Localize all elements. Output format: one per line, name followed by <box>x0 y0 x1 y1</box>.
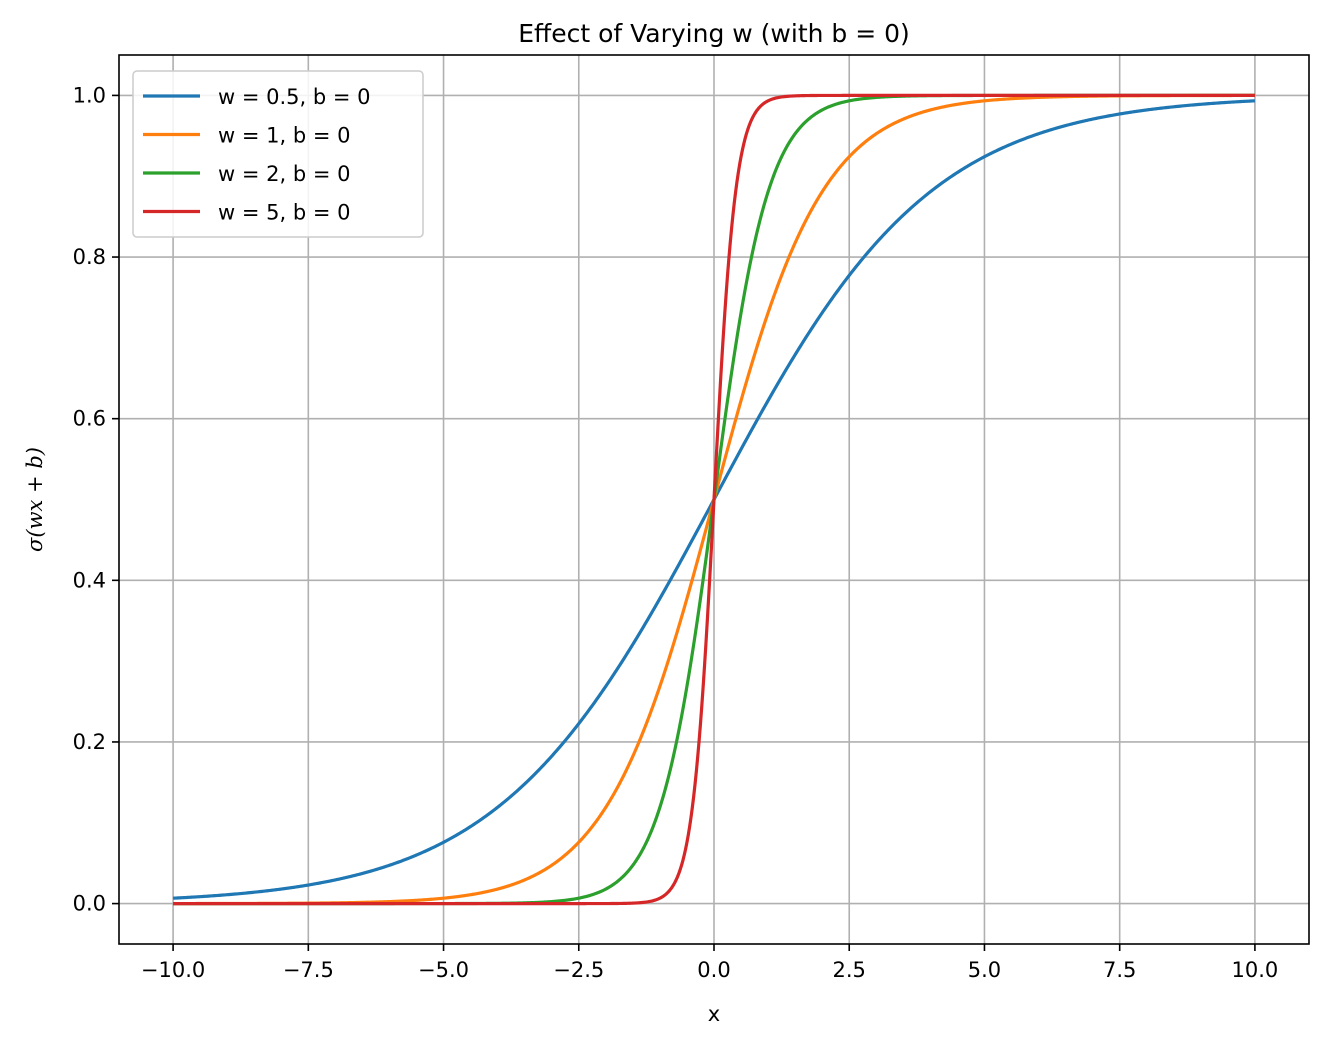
y-tick-label: 1.0 <box>73 83 106 107</box>
x-tick-label: 2.5 <box>833 958 866 982</box>
y-tick-label: 0.0 <box>73 892 106 916</box>
legend-label-4: w = 5, b = 0 <box>218 201 350 225</box>
y-tick-label: 0.8 <box>73 245 106 269</box>
x-tick-label: 7.5 <box>1103 958 1136 982</box>
legend-label-3: w = 2, b = 0 <box>218 162 350 186</box>
x-tick-label: −10.0 <box>141 958 205 982</box>
x-tick-label: −2.5 <box>553 958 604 982</box>
series-line-4 <box>172 93 1256 906</box>
y-axis-label: σ(wx + b) <box>23 447 47 552</box>
x-axis-label: x <box>708 1002 720 1026</box>
legend-label-2: w = 1, b = 0 <box>218 124 350 148</box>
legend-box <box>132 70 424 238</box>
y-tick-label: 0.2 <box>73 730 106 754</box>
x-tick-label: −5.0 <box>418 958 469 982</box>
legend-items: w = 0.5, b = 0 w = 1, b = 0 w = 2, b = 0 w … <box>143 85 371 225</box>
x-tick-label: 5.0 <box>968 958 1001 982</box>
x-tick-label: −7.5 <box>283 958 334 982</box>
y-tick-label: 0.6 <box>73 407 106 431</box>
y-tick-label: 0.4 <box>73 568 106 592</box>
ticks: −10.0 −7.5 −5.0 −2.5 0.0 2.5 5.0 7.5 10.0 0.0 0.2 0… <box>73 83 1279 982</box>
x-tick-label: 10.0 <box>1232 958 1279 982</box>
legend-label-1: w = 0.5, b = 0 <box>218 85 371 109</box>
grid <box>119 55 1309 944</box>
x-tick-label: 0.0 <box>697 958 730 982</box>
series-lines <box>172 93 1256 906</box>
legend: w = 0.5, b = 0 w = 1, b = 0 w = 2, b = 0 w … <box>132 70 424 238</box>
chart-title: Effect of Varying w (with b = 0) <box>518 19 910 48</box>
